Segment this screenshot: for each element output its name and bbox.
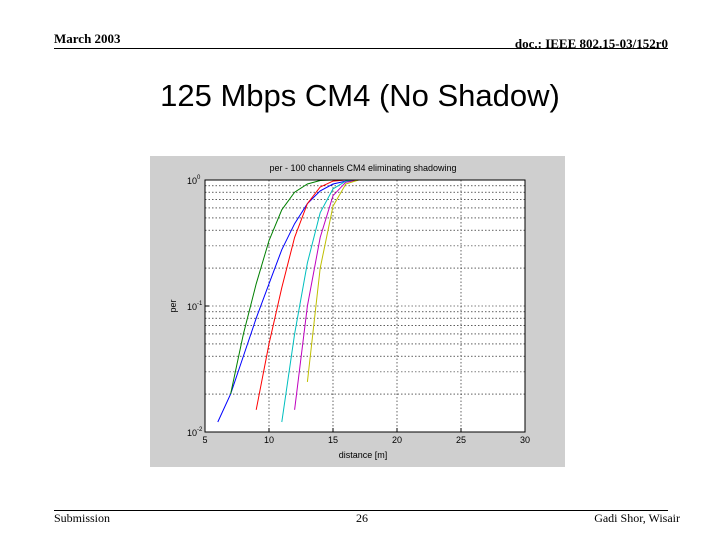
header-doc-id: doc.: IEEE 802.15-03/152r0 <box>514 36 668 51</box>
axes-background <box>205 180 525 432</box>
slide-title: 125 Mbps CM4 (No Shadow) <box>160 78 560 113</box>
y-tick-label: 10-2 <box>187 427 203 438</box>
x-tick-label: 10 <box>264 435 274 445</box>
footer-author: Gadi Shor, Wisair <box>594 511 680 525</box>
footer-submission: Submission <box>54 511 111 525</box>
y-tick-label: 10-1 <box>187 301 203 312</box>
x-tick-label: 25 <box>456 435 466 445</box>
y-axis-ticks: 100 10-1 10-2 <box>187 175 209 438</box>
chart-title: per - 100 channels CM4 eliminating shado… <box>269 163 456 173</box>
footer-rule <box>54 510 668 511</box>
chart-figure: 5 10 15 20 25 30 100 10-1 10-2 per - 100 channe… <box>150 156 565 467</box>
y-tick-label: 100 <box>187 175 201 186</box>
x-tick-label: 30 <box>520 435 530 445</box>
x-axis-ticks: 5 10 15 20 25 30 <box>202 428 530 445</box>
per-curve <box>281 179 359 423</box>
per-curve <box>306 179 359 382</box>
x-tick-label: 20 <box>392 435 402 445</box>
x-tick-label: 5 <box>202 435 207 445</box>
per-curve <box>294 179 359 410</box>
y-axis-label: per <box>168 299 178 312</box>
header-rule <box>54 48 668 49</box>
footer-page-number: 26 <box>356 511 368 525</box>
per-curves <box>217 179 372 423</box>
x-axis-label: distance [m] <box>339 450 388 460</box>
per-chart: 5 10 15 20 25 30 100 10-1 10-2 per - 100 channe… <box>168 163 530 460</box>
x-tick-label: 15 <box>328 435 338 445</box>
header-date: March 2003 <box>54 31 121 46</box>
